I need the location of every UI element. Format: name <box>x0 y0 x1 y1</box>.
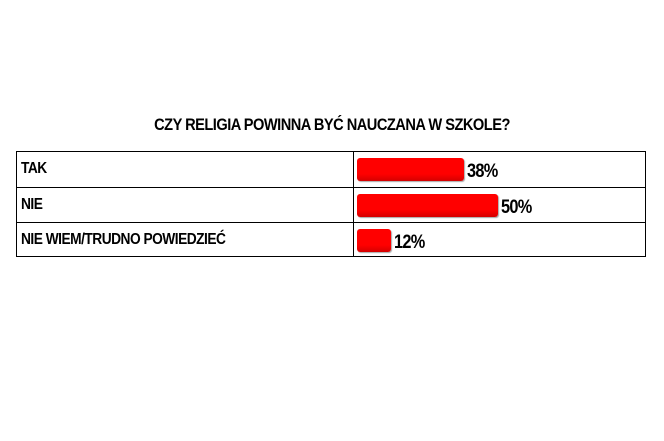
poll-table: TAK 38% NIE 50% NIE WIEM/TRUDNO POWIEDZI… <box>16 151 646 257</box>
poll-row-nie: NIE 50% <box>17 187 645 223</box>
bar-nie-wiem <box>357 229 391 252</box>
bar-value-nie: 50% <box>501 197 532 218</box>
row-label-nie: NIE <box>21 196 43 213</box>
bar-nie <box>357 194 498 217</box>
chart-title: CZY RELIGIA POWINNA BYĆ NAUCZANA W SZKOL… <box>154 115 510 134</box>
bar-tak <box>357 158 464 181</box>
column-divider <box>353 152 354 256</box>
poll-row-nie-wiem: NIE WIEM/TRUDNO POWIEDZIEĆ 12% <box>17 222 645 258</box>
bar-value-tak: 38% <box>467 161 498 182</box>
bar-value-nie-wiem: 12% <box>394 232 425 253</box>
row-label-nie-wiem: NIE WIEM/TRUDNO POWIEDZIEĆ <box>21 231 226 248</box>
row-label-tak: TAK <box>21 160 47 177</box>
poll-row-tak: TAK 38% <box>17 152 645 187</box>
